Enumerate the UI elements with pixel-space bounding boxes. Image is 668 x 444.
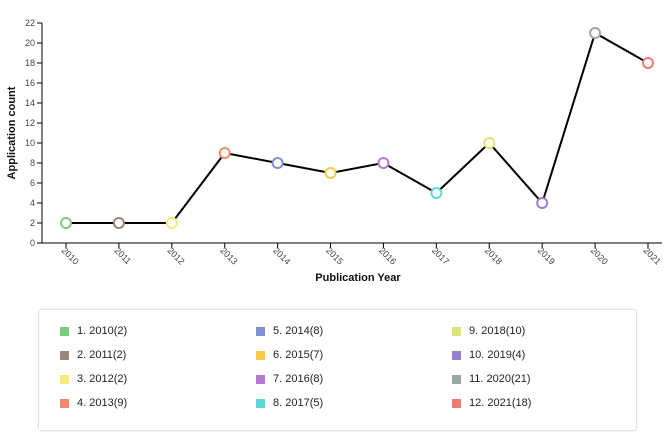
- legend-label: 9. 2018(10): [469, 325, 526, 337]
- x-tick-label: 2011: [112, 245, 133, 266]
- x-tick-label: 2017: [430, 245, 451, 266]
- legend-item[interactable]: 8. 2017(5): [256, 397, 323, 409]
- y-tick-label: 18: [25, 58, 35, 68]
- x-axis: 2010 2011 2012 2013 2014 2015 2016 2017 2018 2019…: [42, 242, 663, 267]
- legend-item[interactable]: 6. 2015(7): [256, 349, 323, 361]
- legend-swatch: [60, 398, 69, 408]
- legend-swatch: [256, 374, 265, 384]
- legend-item[interactable]: 12. 2021(18): [452, 397, 531, 409]
- legend-label: 3. 2012(2): [77, 373, 128, 385]
- legend-item[interactable]: 4. 2013(9): [60, 397, 127, 409]
- legend-label: 1. 2010(2): [77, 325, 128, 337]
- legend-item[interactable]: 10. 2019(4): [452, 349, 525, 361]
- legend-item[interactable]: 7. 2016(8): [256, 373, 323, 385]
- legend-swatch: [452, 398, 461, 408]
- legend-label: 10. 2019(4): [469, 349, 526, 361]
- legend-label: 2. 2011(2): [77, 349, 127, 361]
- legend-label: 5. 2014(8): [273, 325, 324, 337]
- legend-label: 6. 2015(7): [273, 349, 324, 361]
- legend-swatch: [452, 374, 461, 384]
- legend-item[interactable]: 2. 2011(2): [60, 349, 126, 361]
- data-point[interactable]: [271, 157, 284, 169]
- legend-swatch: [452, 350, 461, 360]
- legend-label: 4. 2013(9): [77, 397, 128, 409]
- y-tick-label: 14: [25, 98, 35, 108]
- y-tick-label: 4: [30, 198, 35, 208]
- legend-label: 11. 2020(21): [469, 373, 531, 385]
- legend-swatch: [256, 350, 265, 360]
- data-point[interactable]: [112, 217, 125, 229]
- legend-item[interactable]: 9. 2018(10): [452, 325, 525, 337]
- series-line: [66, 31, 649, 224]
- x-tick-label: 2013: [218, 245, 239, 266]
- y-tick-label: 10: [25, 138, 35, 148]
- legend-label: 12. 2021(18): [469, 397, 532, 409]
- legend-swatch: [60, 350, 69, 360]
- y-tick-label: 12: [25, 118, 35, 128]
- y-axis: 0 2 4 6 8 10 12 14 16 18 20 22: [25, 18, 43, 248]
- data-point[interactable]: [589, 27, 602, 39]
- legend-label: 8. 2017(5): [273, 397, 324, 409]
- x-tick-label: 2018: [483, 245, 504, 266]
- y-axis-title: Application count: [6, 86, 18, 179]
- x-tick-label: 2020: [589, 245, 610, 266]
- legend-label: 7. 2016(8): [273, 373, 324, 385]
- x-axis-title: Publication Year: [315, 272, 401, 284]
- legend-item[interactable]: 3. 2012(2): [60, 373, 127, 385]
- data-point[interactable]: [60, 217, 72, 229]
- x-tick-label: 2015: [324, 245, 345, 266]
- y-tick-label: 20: [25, 38, 35, 48]
- x-tick-label: 2014: [271, 245, 292, 266]
- x-tick-label: 2021: [642, 245, 663, 266]
- data-point[interactable]: [483, 137, 496, 149]
- data-point[interactable]: [642, 57, 654, 69]
- data-point[interactable]: [377, 157, 390, 169]
- data-point[interactable]: [430, 187, 443, 199]
- data-point[interactable]: [324, 167, 337, 179]
- data-points: [60, 27, 654, 229]
- legend-swatch: [256, 326, 265, 336]
- legend: 1. 2010(2) 2. 2011(2) 3. 2012(2) 4. 2013(9)…: [38, 309, 637, 431]
- y-tick-label: 22: [25, 18, 35, 28]
- data-point[interactable]: [218, 147, 231, 159]
- legend-swatch: [256, 398, 265, 408]
- legend-item[interactable]: 11. 2020(21): [452, 373, 531, 385]
- y-tick-label: 8: [30, 158, 35, 168]
- y-tick-label: 0: [30, 238, 35, 248]
- data-point[interactable]: [165, 217, 178, 229]
- legend-swatch: [452, 326, 461, 336]
- x-tick-label: 2019: [536, 245, 557, 266]
- x-tick-label: 2010: [60, 245, 81, 266]
- y-tick-label: 6: [30, 178, 35, 188]
- legend-swatch: [60, 326, 69, 336]
- legend-item[interactable]: 5. 2014(8): [256, 325, 323, 337]
- legend-swatch: [60, 374, 69, 384]
- x-tick-label: 2012: [165, 245, 186, 266]
- y-tick-label: 16: [25, 78, 35, 88]
- data-point[interactable]: [536, 197, 549, 209]
- y-tick-label: 2: [30, 218, 35, 228]
- legend-item[interactable]: 1. 2010(2): [60, 325, 127, 337]
- x-tick-label: 2016: [377, 245, 398, 266]
- line-chart: 0 2 4 6 8 10 12 14 16 18 20 22 2010 2011 2012 2013 2014…: [6, 18, 663, 284]
